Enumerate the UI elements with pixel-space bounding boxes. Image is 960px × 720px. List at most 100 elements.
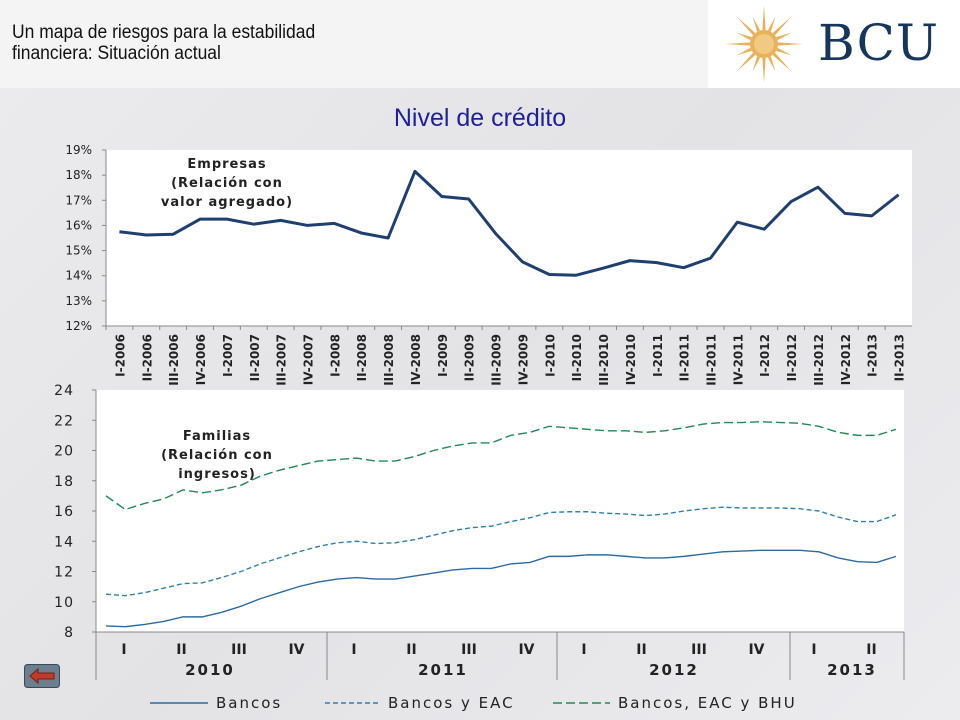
empresas-annotation: Empresas [187, 157, 266, 172]
quarter-label: I [811, 642, 816, 658]
legend-label: Bancos y EAC [388, 694, 515, 712]
quarter-label: II [866, 642, 876, 658]
sun-ray [776, 47, 792, 56]
sun-ray [736, 52, 756, 72]
year-label: 2011 [418, 661, 468, 679]
sun-logo-icon [725, 5, 803, 83]
empresas-annotation: valor agregado) [161, 195, 293, 210]
quarter-label: I [581, 642, 586, 658]
top-x-tick-label: III-2010 [597, 334, 611, 386]
quarter-label: I [121, 642, 126, 658]
empresas-annotation: (Relación con [171, 176, 283, 191]
top-y-tick-label: 12% [65, 319, 92, 333]
top-x-tick-label: II-2011 [678, 334, 692, 381]
top-x-tick-label: I-2010 [543, 334, 557, 377]
quarter-label: IV [748, 642, 764, 658]
back-button[interactable] [24, 664, 60, 688]
sun-ray [772, 16, 792, 36]
logo-box [708, 0, 960, 88]
bottom-y-tick-label: 24 [54, 383, 74, 399]
quarter-label: IV [518, 642, 534, 658]
sun-ray [752, 56, 761, 72]
sun-ray [762, 5, 766, 31]
familias-annotation: (Relación con [161, 448, 273, 463]
sun-ray [767, 56, 776, 72]
top-x-tick-label: II-2008 [355, 334, 369, 381]
bancos-eac-line [105, 506, 897, 597]
top-y-tick-label: 17% [65, 193, 92, 207]
quarter-label: II [636, 642, 646, 658]
year-label: 2012 [649, 661, 699, 679]
top-x-tick-label: I-2008 [328, 334, 342, 377]
brand-logo-text: BCU [818, 14, 940, 72]
sun-ray [777, 42, 803, 46]
slide-title: Un mapa de riesgos para la estabilidad f… [12, 22, 380, 64]
quarter-label: III [691, 642, 707, 658]
top-x-tick-label: I-2012 [758, 334, 772, 377]
quarter-label: IV [288, 642, 304, 658]
top-y-tick-label: 18% [65, 168, 92, 182]
legend-label: Bancos [216, 694, 282, 712]
year-label: 2013 [827, 661, 877, 679]
top-x-tick-label: III-2009 [490, 334, 504, 386]
quarter-label: III [231, 642, 247, 658]
top-x-tick-label: IV-2012 [839, 334, 853, 385]
top-x-tick-label: I-2007 [221, 334, 235, 377]
bancos-eac-bhu-line [105, 421, 897, 511]
top-x-tick-label: I-2013 [866, 334, 880, 377]
quarter-label: II [176, 642, 186, 658]
top-x-tick-label: II-2007 [248, 334, 262, 381]
top-y-tick-label: 13% [65, 294, 92, 308]
year-label: 2010 [185, 661, 235, 679]
top-x-tick-label: III-2007 [275, 334, 289, 386]
top-x-tick-label: II-2006 [140, 334, 154, 381]
sun-ray [762, 57, 766, 83]
top-x-tick-label: III-2012 [812, 334, 826, 386]
quarter-label: I [351, 642, 356, 658]
sun-ray [772, 52, 792, 72]
top-x-tick-label: IV-2010 [624, 334, 638, 385]
top-x-tick-label: IV-2008 [409, 334, 423, 385]
sun-ray [736, 32, 752, 41]
top-x-tick-label: I-2006 [113, 334, 127, 377]
bottom-y-tick-label: 16 [54, 504, 74, 520]
quarter-label: III [461, 642, 477, 658]
sun-ray [752, 16, 761, 32]
bottom-plot-area [96, 390, 904, 632]
chart-title: Nivel de crédito [393, 104, 567, 132]
familias-annotation: ingresos) [178, 467, 256, 482]
bottom-y-tick-label: 18 [54, 474, 74, 490]
quarter-label: II [406, 642, 416, 658]
empresas-line [119, 169, 900, 277]
top-x-tick-label: III-2011 [705, 334, 719, 386]
top-y-tick-label: 15% [65, 244, 92, 258]
top-x-tick-label: II-2010 [570, 334, 584, 381]
top-x-tick-label: IV-2006 [194, 334, 208, 385]
bottom-y-tick-label: 14 [54, 534, 74, 550]
top-x-tick-label: II-2009 [463, 334, 477, 381]
top-x-tick-label: II-2012 [785, 334, 799, 381]
familias-annotation: Familias [183, 429, 251, 444]
sun-ray [767, 16, 776, 32]
top-x-tick-label: I-2009 [436, 334, 450, 377]
top-x-tick-label: III-2008 [382, 334, 396, 386]
sun-ray [725, 42, 751, 46]
top-y-tick-label: 14% [65, 269, 92, 283]
top-x-tick-label: IV-2007 [302, 334, 316, 385]
legend-label: Bancos, EAC y BHU [618, 694, 797, 712]
sun-ray [776, 32, 792, 41]
sun-ray [736, 16, 756, 36]
left-arrow-icon [24, 664, 60, 688]
bottom-y-tick-label: 20 [54, 444, 74, 460]
slide-title-line1: Un mapa de riesgos para la estabilidad [12, 22, 316, 43]
top-x-tick-label: I-2011 [651, 334, 665, 377]
bottom-y-tick-label: 8 [64, 625, 74, 641]
top-x-tick-label: III-2006 [167, 334, 181, 386]
sun-ray [736, 47, 752, 56]
top-plot-area [106, 150, 912, 326]
top-y-tick-label: 19% [65, 143, 92, 157]
top-x-tick-label: II-2013 [893, 334, 907, 381]
top-x-tick-label: IV-2011 [731, 334, 745, 385]
bottom-y-tick-label: 22 [54, 413, 74, 429]
